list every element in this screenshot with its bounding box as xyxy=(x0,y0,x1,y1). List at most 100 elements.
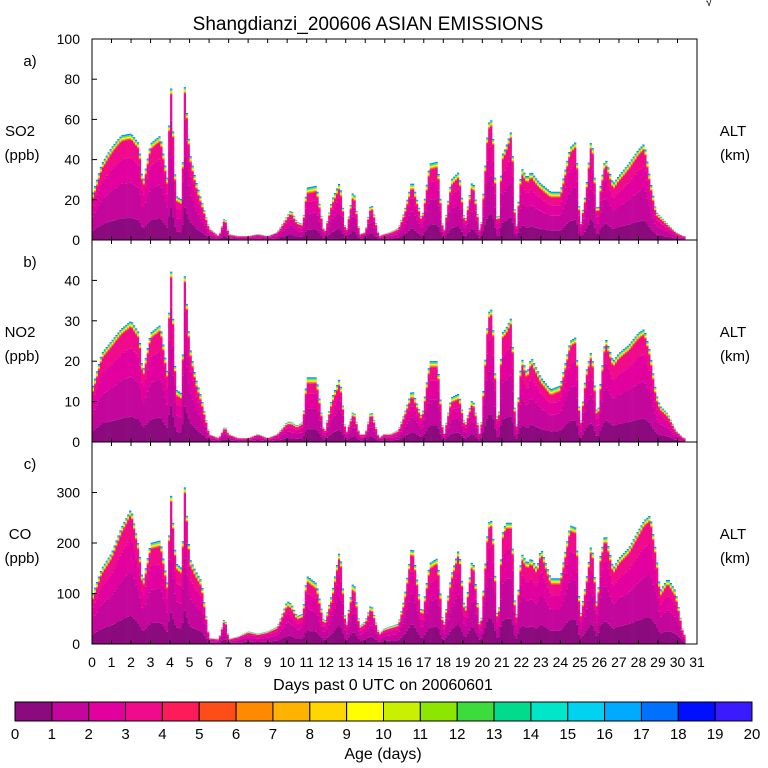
data-bar-cap xyxy=(419,415,423,417)
data-bar-cap xyxy=(531,177,534,178)
data-bar-cap xyxy=(162,156,165,158)
data-bar-segment xyxy=(453,182,456,194)
data-bar-cap xyxy=(154,331,157,333)
data-bar-segment xyxy=(113,343,116,362)
data-bar-segment xyxy=(177,209,181,219)
data-bar-cap xyxy=(136,145,140,147)
data-bar-cap xyxy=(193,175,196,177)
data-bar-cap xyxy=(134,328,138,330)
data-bar-cap xyxy=(622,171,626,173)
data-bar-cap xyxy=(306,190,309,192)
data-bar-cap xyxy=(156,332,159,334)
data-bar-segment xyxy=(503,221,507,240)
data-bar-segment xyxy=(509,182,512,218)
data-bar-cap xyxy=(470,186,473,188)
data-bar-cap xyxy=(644,150,647,152)
data-bar-cap xyxy=(318,205,321,207)
data-bar-segment xyxy=(310,383,313,394)
data-bar-cap xyxy=(572,149,575,151)
data-bar-cap xyxy=(132,328,136,330)
data-bar-segment xyxy=(117,357,120,384)
data-bar-segment xyxy=(285,425,288,429)
data-bar-cap xyxy=(109,152,112,154)
data-bar-cap xyxy=(607,171,610,173)
data-bar-cap xyxy=(556,191,559,193)
data-bar-segment xyxy=(423,402,427,410)
data-bar-segment xyxy=(148,386,151,421)
data-bar-segment xyxy=(365,233,368,238)
data-bar-cap xyxy=(458,181,462,183)
data-bar-cap xyxy=(404,209,407,211)
data-bar-segment xyxy=(562,227,565,240)
data-bar-cap xyxy=(316,384,319,386)
data-bar-segment xyxy=(390,435,393,438)
data-bar-cap xyxy=(472,184,475,186)
data-bar-cap xyxy=(351,194,354,196)
data-bar-cap xyxy=(97,366,101,368)
data-bar-segment xyxy=(648,226,651,240)
data-bar-cap xyxy=(337,186,341,188)
data-bar-cap xyxy=(111,342,114,344)
data-bar-cap xyxy=(449,404,452,406)
data-bar-segment xyxy=(334,431,337,442)
data-bar-cap xyxy=(583,197,587,199)
data-bar-cap xyxy=(542,189,546,191)
data-bar-cap xyxy=(328,212,331,214)
data-bar-cap xyxy=(306,380,309,382)
data-bar-segment xyxy=(92,198,95,206)
data-bar-cap xyxy=(513,211,516,212)
data-bar-cap xyxy=(501,154,505,156)
data-bar-cap xyxy=(170,275,173,277)
data-bar-cap xyxy=(638,148,641,150)
data-bar-segment xyxy=(414,433,417,442)
data-bar-cap xyxy=(453,398,456,400)
data-bar-segment xyxy=(484,201,487,225)
data-bar-cap xyxy=(406,200,409,202)
data-bar-segment xyxy=(425,411,428,431)
data-bar-cap xyxy=(351,415,354,417)
data-bar-cap xyxy=(439,200,442,202)
data-bar-cap xyxy=(195,185,198,187)
data-bar-cap xyxy=(119,332,122,334)
data-bar-segment xyxy=(677,234,680,236)
data-bar-segment xyxy=(166,376,169,389)
data-bar-segment xyxy=(291,219,294,226)
data-bar-cap xyxy=(134,140,138,142)
data-bar-cap xyxy=(371,206,374,208)
data-bar-cap xyxy=(369,414,372,416)
data-bar-cap xyxy=(150,335,153,337)
data-bar-segment xyxy=(497,222,501,228)
data-bar-cap xyxy=(172,318,175,320)
data-bar-cap xyxy=(146,351,149,353)
data-bar-segment xyxy=(170,208,173,240)
data-bar-cap xyxy=(414,398,417,400)
data-bar-segment xyxy=(97,370,101,383)
data-bar-cap xyxy=(164,358,167,360)
data-bar-segment xyxy=(146,354,149,370)
data-bar-segment xyxy=(357,433,360,436)
data-bar-cap xyxy=(548,191,551,193)
data-bar-cap xyxy=(468,197,471,199)
data-bar-cap xyxy=(189,353,192,355)
data-bar-segment xyxy=(531,205,534,227)
data-bar-segment xyxy=(417,418,421,426)
data-bar-segment xyxy=(312,212,315,230)
data-bar-cap xyxy=(402,418,405,419)
data-bar-segment xyxy=(380,436,384,438)
data-bar-segment xyxy=(373,437,376,442)
data-bar-cap xyxy=(451,397,454,398)
data-bar-cap xyxy=(433,165,436,167)
data-bar-cap xyxy=(115,335,118,337)
data-bar-segment xyxy=(101,168,105,181)
data-bar-cap xyxy=(435,361,438,363)
data-bar-cap xyxy=(183,276,186,278)
data-bar-segment xyxy=(232,236,235,238)
data-bar-segment xyxy=(324,232,327,235)
data-bar-segment xyxy=(392,437,395,441)
data-bar-cap xyxy=(412,183,415,185)
data-bar-segment xyxy=(318,213,321,222)
data-bar-cap xyxy=(620,176,624,178)
data-bar-segment xyxy=(281,228,284,232)
data-bar-segment xyxy=(357,227,360,231)
data-bar-cap xyxy=(289,213,292,215)
